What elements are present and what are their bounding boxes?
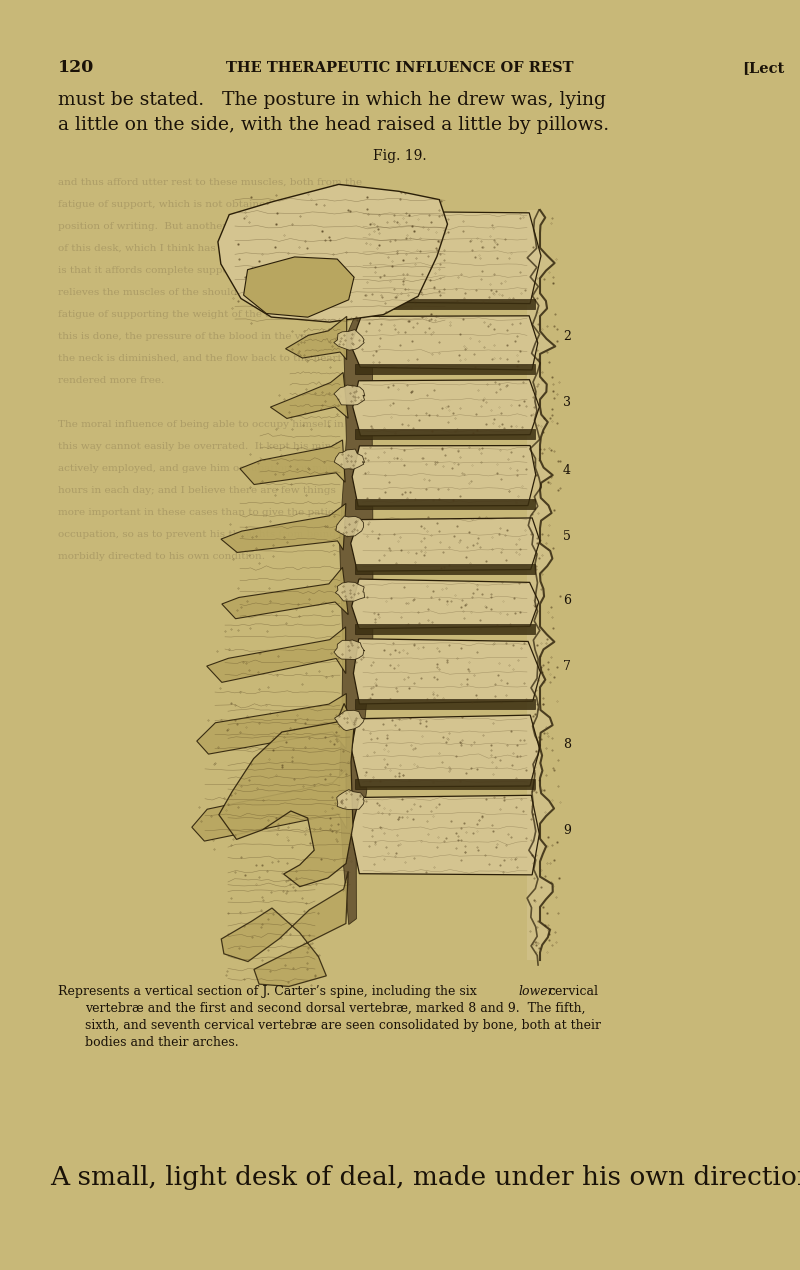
Polygon shape	[244, 257, 354, 318]
Text: this way cannot easily be overrated.  It kept his mind: this way cannot easily be overrated. It …	[58, 442, 338, 451]
Polygon shape	[192, 770, 346, 841]
Text: 3: 3	[563, 395, 571, 409]
Polygon shape	[218, 184, 447, 323]
Polygon shape	[334, 330, 364, 351]
Bar	[355, 779, 535, 789]
Polygon shape	[339, 316, 373, 925]
Bar	[355, 298, 535, 309]
Polygon shape	[335, 582, 365, 601]
Text: vertebræ and the first and second dorsal vertebræ, marked 8 and 9.  The fifth,: vertebræ and the first and second dorsal…	[85, 1002, 586, 1015]
Text: hours in each day; and I believe there are few things: hours in each day; and I believe there a…	[58, 486, 336, 495]
Text: 2: 2	[563, 330, 571, 343]
Polygon shape	[350, 316, 538, 370]
Polygon shape	[352, 579, 538, 629]
Bar	[355, 429, 535, 439]
Polygon shape	[219, 704, 354, 886]
Bar	[355, 564, 535, 574]
Text: The moral influence of being able to occupy himself in: The moral influence of being able to occ…	[58, 420, 344, 429]
Text: the neck is diminished, and the flow back to the heart: the neck is diminished, and the flow bac…	[58, 354, 342, 363]
Text: sixth, and seventh cervical vertebræ are seen consolidated by bone, both at thei: sixth, and seventh cervical vertebræ are…	[85, 1019, 601, 1033]
Text: occupation, so as to prevent his thoughts from being: occupation, so as to prevent his thought…	[58, 530, 336, 538]
Text: bodies and their arches.: bodies and their arches.	[85, 1036, 238, 1049]
Polygon shape	[221, 503, 346, 552]
Text: is that it affords complete support to the elbow, and thus: is that it affords complete support to t…	[58, 265, 358, 276]
Text: morbidly directed to his own condition.: morbidly directed to his own condition.	[58, 552, 265, 561]
Text: lower: lower	[518, 986, 554, 998]
Text: more important in these cases than to give the patient: more important in these cases than to gi…	[58, 508, 345, 517]
Text: [Lect: [Lect	[742, 61, 784, 75]
Text: 7: 7	[563, 660, 571, 673]
Polygon shape	[334, 450, 365, 470]
Polygon shape	[350, 795, 539, 875]
Polygon shape	[270, 372, 348, 418]
Text: relieves the muscles of the shoulder from the: relieves the muscles of the shoulder fro…	[58, 288, 297, 297]
Polygon shape	[354, 211, 541, 304]
Text: rendered more free.: rendered more free.	[58, 376, 164, 385]
Polygon shape	[351, 715, 539, 787]
Polygon shape	[206, 627, 346, 682]
Text: fatigue of supporting the weight of the arm.  As soon as: fatigue of supporting the weight of the …	[58, 310, 351, 319]
Text: actively employed, and gave him occupation for many: actively employed, and gave him occupati…	[58, 464, 341, 472]
Bar	[355, 499, 535, 509]
Text: of this desk, which I think has not been sufficiently noticed,: of this desk, which I think has not been…	[58, 244, 372, 253]
Polygon shape	[352, 446, 536, 507]
Text: fatigue of support, which is not obtained in the ordinary: fatigue of support, which is not obtaine…	[58, 199, 354, 210]
Bar	[355, 624, 535, 634]
Polygon shape	[350, 518, 540, 572]
Text: 6: 6	[563, 593, 571, 607]
Polygon shape	[336, 516, 363, 536]
Text: THE THERAPEUTIC INFLUENCE OF REST: THE THERAPEUTIC INFLUENCE OF REST	[226, 61, 574, 75]
Polygon shape	[222, 871, 348, 987]
Text: Represents a vertical section of J. Carter’s spine, including the six: Represents a vertical section of J. Cart…	[58, 986, 481, 998]
Polygon shape	[222, 568, 348, 618]
Polygon shape	[334, 710, 364, 730]
Text: A small, light desk of deal, made under his own directions,: A small, light desk of deal, made under …	[50, 1165, 800, 1190]
Text: Fig. 19.: Fig. 19.	[373, 149, 427, 163]
Text: position of writing.  But another point in the construction: position of writing. But another point i…	[58, 222, 361, 231]
Bar	[355, 698, 535, 709]
Polygon shape	[197, 693, 346, 754]
Polygon shape	[354, 639, 541, 704]
Text: 5: 5	[563, 531, 571, 544]
Polygon shape	[286, 316, 346, 359]
Text: 8: 8	[563, 738, 571, 752]
Text: must be stated.   The posture in which he drew was, lying: must be stated. The posture in which he …	[58, 91, 606, 109]
Text: this is done, the pressure of the blood in the vessels of: this is done, the pressure of the blood …	[58, 331, 346, 342]
Text: cervical: cervical	[548, 986, 598, 998]
Polygon shape	[353, 380, 539, 436]
Text: 9: 9	[563, 823, 571, 837]
Polygon shape	[334, 640, 364, 659]
Polygon shape	[334, 385, 365, 405]
Bar	[355, 364, 535, 373]
Text: 120: 120	[58, 58, 94, 76]
Text: and thus afford utter rest to these muscles, both from the: and thus afford utter rest to these musc…	[58, 178, 362, 187]
Text: 4: 4	[563, 464, 571, 476]
Polygon shape	[337, 790, 364, 809]
Polygon shape	[240, 439, 345, 485]
Polygon shape	[527, 210, 555, 960]
Text: a little on the side, with the head raised a little by pillows.: a little on the side, with the head rais…	[58, 116, 609, 135]
